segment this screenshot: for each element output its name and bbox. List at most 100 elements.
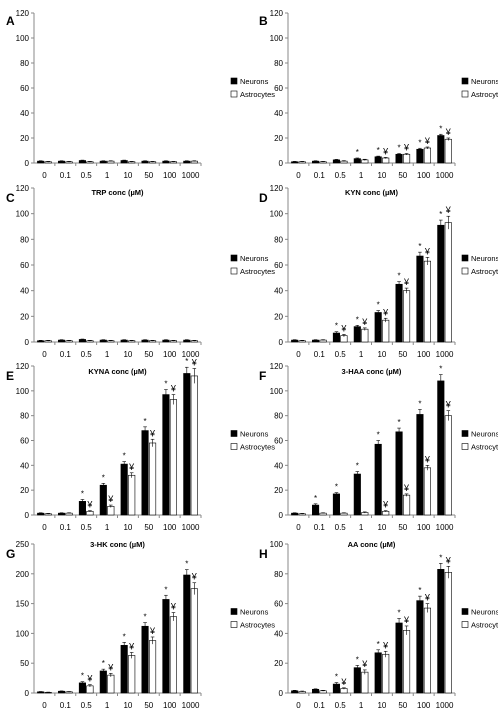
- x-tick-label: 100: [163, 523, 177, 532]
- legend-label-neurons: Neurons: [240, 77, 269, 86]
- y-tick-label: 20: [274, 134, 283, 143]
- error-bar: [425, 603, 430, 613]
- error-bar: [363, 511, 367, 514]
- error-bar: [38, 691, 43, 693]
- y-tick-label: 40: [274, 629, 283, 638]
- significance-star: *: [398, 144, 401, 153]
- astrocytes-bar: [403, 630, 411, 694]
- neurons-bar: [395, 622, 403, 694]
- neurons-bar: [99, 484, 107, 516]
- neurons-bar: [120, 463, 128, 516]
- significance-yen: ¥: [403, 277, 410, 287]
- error-bar: [185, 339, 189, 341]
- x-tick-label: 0.1: [314, 171, 326, 180]
- significance-yen: ¥: [191, 572, 198, 582]
- error-bar: [300, 513, 304, 515]
- y-tick-label: 80: [20, 235, 29, 244]
- neurons-bar: [437, 224, 445, 343]
- x-tick-label: 50: [398, 171, 407, 180]
- legend: Neurons Astrocytes: [461, 430, 498, 452]
- y-tick-label: 20: [274, 312, 283, 321]
- significance-star: *: [185, 560, 188, 569]
- legend-swatch-neurons: [230, 430, 238, 437]
- neurons-bar: [353, 326, 361, 343]
- astrocytes-bar: [190, 375, 198, 516]
- significance-yen: ¥: [403, 615, 410, 625]
- y-tick-label: 80: [274, 570, 283, 579]
- error-bar: [192, 368, 197, 384]
- error-bar: [376, 310, 380, 315]
- neurons-bar: [416, 148, 424, 164]
- error-bar: [129, 472, 134, 478]
- legend-swatch-neurons: [461, 608, 469, 615]
- significance-star: *: [185, 357, 188, 366]
- y-tick-label: 80: [274, 412, 283, 421]
- significance-star: *: [314, 494, 317, 503]
- significance-yen: ¥: [403, 483, 410, 493]
- error-bar: [418, 251, 422, 260]
- y-tick-label: 120: [16, 362, 30, 371]
- error-bar: [109, 504, 113, 508]
- astrocytes-bar: [444, 222, 452, 343]
- x-tick-label: 1000: [436, 523, 454, 532]
- y-tick-label: 40: [20, 461, 29, 470]
- significance-star: *: [356, 148, 359, 157]
- significance-star: *: [102, 659, 105, 668]
- legend-label-neurons: Neurons: [471, 430, 498, 439]
- significance-star: *: [377, 640, 380, 649]
- y-tick-label: 0: [25, 159, 30, 168]
- legend: Neurons Astrocytes: [230, 608, 275, 630]
- panel-letter: H: [259, 547, 268, 561]
- x-tick-label: 1: [359, 523, 364, 532]
- error-bar: [334, 331, 339, 335]
- legend-label-astrocytes: Astrocytes: [471, 621, 498, 630]
- y-tick-label: 40: [274, 287, 283, 296]
- x-tick-label: 0.5: [81, 523, 93, 532]
- error-bar: [80, 681, 85, 685]
- x-tick-label: 100: [417, 171, 431, 180]
- error-bar: [46, 340, 50, 342]
- astrocytes-bar: [403, 494, 411, 516]
- significance-star: *: [144, 417, 147, 426]
- panel-a: A 0 20 40 60 80 100 120 0 0.1 0.5 1 10 50 100 1000 TRP c…: [6, 9, 275, 197]
- x-axis-label: 3-HAA conc (µM): [342, 367, 402, 376]
- significance-star: *: [123, 452, 126, 461]
- significance-star: *: [377, 146, 380, 155]
- astrocytes-bar: [190, 588, 198, 694]
- x-tick-label: 1000: [182, 350, 200, 359]
- error-bar: [150, 438, 155, 447]
- y-tick-label: 20: [274, 659, 283, 668]
- error-bar: [109, 160, 113, 162]
- error-bar: [418, 147, 422, 151]
- neurons-bar: [141, 625, 149, 694]
- x-tick-label: 0.1: [314, 701, 326, 710]
- significance-yen: ¥: [340, 323, 347, 333]
- error-bar: [397, 618, 401, 628]
- legend-label-neurons: Neurons: [471, 254, 498, 263]
- error-bar: [342, 512, 346, 514]
- x-tick-label: 0.5: [81, 701, 93, 710]
- y-tick-label: 100: [16, 210, 30, 219]
- legend-swatch-astrocytes: [230, 621, 238, 628]
- neurons-bar: [183, 373, 191, 516]
- x-tick-label: 100: [163, 171, 177, 180]
- legend-label-neurons: Neurons: [240, 254, 269, 263]
- legend-label-neurons: Neurons: [471, 77, 498, 86]
- y-tick-label: 20: [274, 486, 283, 495]
- significance-star: *: [377, 301, 380, 310]
- neurons-bar: [416, 414, 424, 516]
- error-bar: [143, 160, 147, 162]
- significance-star: *: [439, 553, 442, 562]
- error-bar: [129, 652, 134, 659]
- error-bar: [446, 215, 451, 230]
- x-axis-label: 3-HK conc (µM): [90, 540, 145, 549]
- x-tick-label: 50: [144, 171, 153, 180]
- x-axis-label: TRP conc (µM): [91, 188, 144, 197]
- panel-c: C 0 20 40 60 80 100 120 0 0.1 0.5 1 10 50 100 1000 KYNA …: [6, 184, 275, 376]
- error-bar: [88, 340, 92, 342]
- astrocytes-bar: [149, 442, 157, 516]
- astrocytes-bar: [423, 467, 431, 516]
- x-tick-label: 1: [105, 701, 110, 710]
